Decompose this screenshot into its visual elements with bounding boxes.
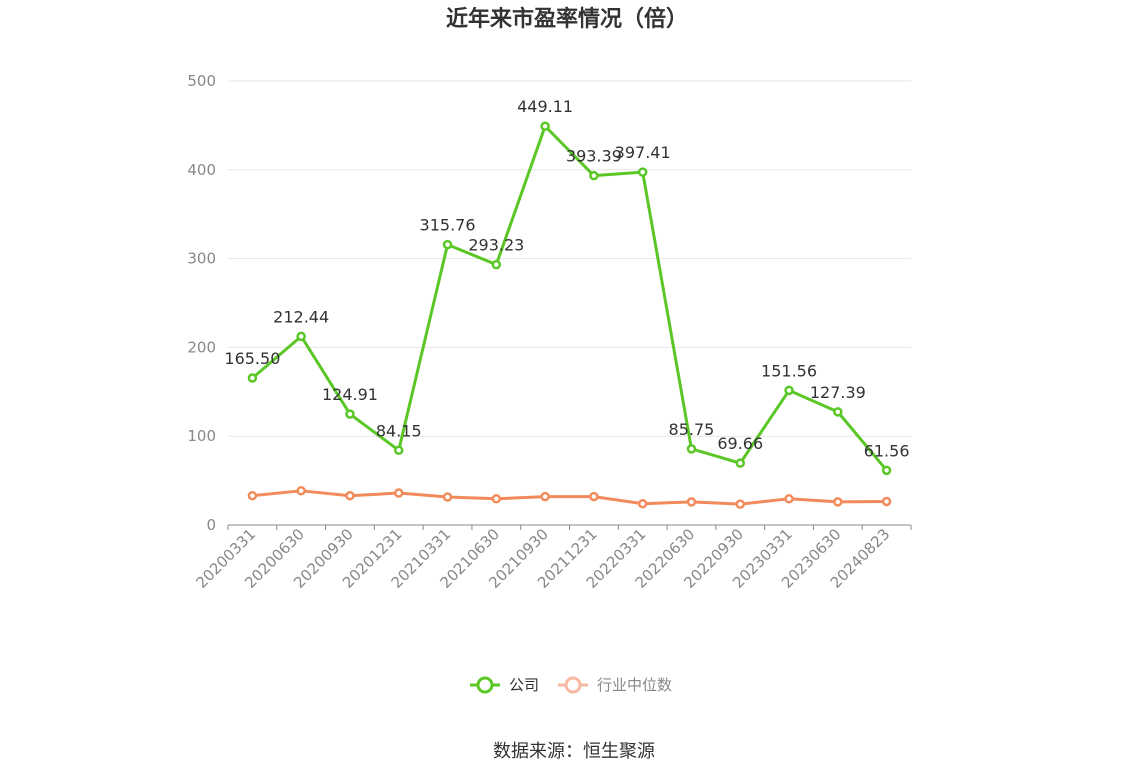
data-point-company[interactable] (540, 121, 550, 131)
data-point-industry-median[interactable] (296, 486, 306, 496)
y-tick-label: 0 (206, 516, 216, 534)
data-label: 212.44 (273, 307, 329, 326)
data-point-industry-median[interactable] (833, 497, 843, 507)
data-point-company[interactable] (491, 259, 502, 270)
y-tick-label: 400 (187, 161, 216, 179)
legend: 公司 行业中位数 (470, 676, 672, 694)
data-label: 165.50 (224, 349, 280, 368)
grid-lines (228, 80, 911, 437)
legend-industry-label: 行业中位数 (597, 676, 672, 694)
chart-title: 近年来市盈率情况（倍） (446, 6, 688, 32)
data-label: 61.56 (864, 441, 910, 460)
x-axis: 2020033120200630202009302020123120210331… (192, 524, 912, 592)
data-point-company[interactable] (686, 444, 697, 454)
data-point-industry-median[interactable] (589, 491, 599, 502)
data-label: 397.41 (615, 143, 671, 162)
y-tick-label: 500 (187, 72, 216, 90)
series-line-industry-median (252, 489, 887, 506)
data-label: 69.66 (717, 434, 763, 453)
data-label: 84.15 (376, 421, 422, 440)
data-point-company[interactable] (247, 373, 258, 383)
data-label: 151.56 (761, 361, 817, 380)
data-label: 127.39 (810, 383, 866, 402)
data-point-industry-median[interactable] (394, 488, 404, 498)
data-point-industry-median[interactable] (637, 498, 648, 509)
legend-industry-marker (564, 676, 582, 694)
data-point-industry-median[interactable] (247, 490, 258, 501)
legend-company-marker (476, 676, 494, 694)
data-point-company[interactable] (637, 167, 648, 177)
data-point-company[interactable] (881, 465, 892, 476)
y-tick-label: 100 (187, 427, 216, 445)
data-point-company[interactable] (442, 239, 453, 250)
data-point-company[interactable] (345, 409, 355, 419)
data-point-industry-median[interactable] (784, 494, 794, 504)
legend-company-label: 公司 (509, 676, 539, 694)
data-point-company[interactable] (589, 170, 599, 181)
data-point-company[interactable] (394, 445, 404, 456)
y-axis: 0 100 200 300 400 500 (187, 72, 216, 534)
data-point-industry-median[interactable] (491, 494, 502, 504)
y-tick-label: 300 (187, 250, 216, 268)
data-point-industry-median[interactable] (442, 492, 453, 502)
data-point-company[interactable] (833, 407, 843, 417)
data-point-industry-median[interactable] (345, 490, 355, 501)
data-point-industry-median[interactable] (881, 496, 892, 507)
data-label: 124.91 (322, 385, 378, 404)
data-label: 315.76 (420, 216, 476, 235)
data-point-industry-median[interactable] (735, 499, 745, 509)
data-label: 393.39 (566, 147, 622, 166)
data-point-industry-median[interactable] (686, 497, 697, 507)
legend-item-company[interactable]: 公司 (470, 676, 539, 694)
data-source: 数据来源：恒生聚源 (493, 741, 655, 762)
data-point-industry-median[interactable] (540, 491, 550, 502)
data-point-company[interactable] (735, 458, 745, 468)
series-layer (247, 121, 892, 509)
data-label: 449.11 (517, 97, 573, 116)
series-line-company (251, 124, 888, 472)
data-point-company[interactable] (784, 385, 794, 396)
data-point-company[interactable] (296, 331, 306, 342)
y-tick-label: 200 (187, 338, 216, 356)
data-label: 85.75 (669, 420, 715, 439)
legend-item-industry-median[interactable]: 行业中位数 (558, 676, 672, 694)
data-label: 293.23 (468, 236, 524, 255)
